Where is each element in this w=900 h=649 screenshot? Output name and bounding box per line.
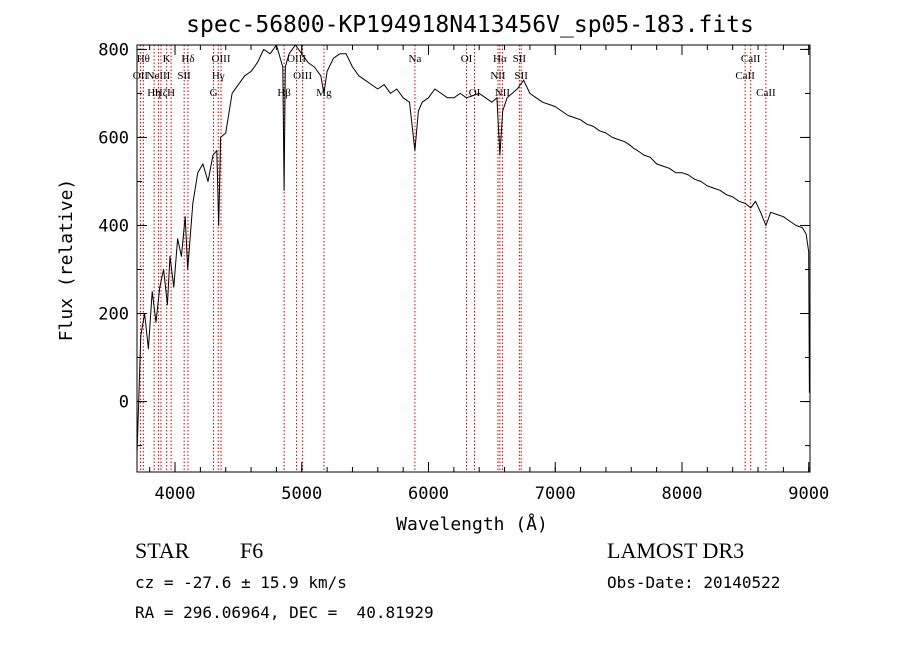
spectral-line-label: NeIII <box>147 70 171 82</box>
spectral-line-label: Hα <box>493 53 507 65</box>
spectral-line-label: SII <box>513 53 527 65</box>
spectral-line-label: Na <box>409 53 422 65</box>
y-tick-label: 400 <box>98 216 129 236</box>
x-tick-label: 4000 <box>155 484 196 504</box>
spectral-line-label: Hθ <box>137 53 150 65</box>
obs-date-text: Obs-Date: 20140522 <box>607 573 781 592</box>
spectral-line-label: OIII <box>293 70 312 82</box>
y-tick-label: 0 <box>119 393 129 413</box>
y-tick-label: 600 <box>98 128 129 148</box>
spectral-line-label: SII <box>514 70 528 82</box>
spectral-line-label: NII <box>490 70 506 82</box>
x-tick-label: 6000 <box>408 484 449 504</box>
y-tick-label: 800 <box>98 40 129 60</box>
spectral-line-label: CaII <box>756 87 776 99</box>
spectral-line-label: H <box>167 87 175 99</box>
spectral-line-label: Hζ <box>155 87 168 99</box>
spectral-line-label: Hγ <box>212 70 225 82</box>
survey-label: LAMOST DR3 <box>607 538 745 563</box>
y-tick-label: 200 <box>98 305 129 325</box>
redshift-text: cz = -27.6 ± 15.9 km/s <box>135 573 347 592</box>
plot-frame <box>136 44 811 473</box>
spectral-line-label: OIII <box>212 53 231 65</box>
x-tick-label: 9000 <box>788 484 829 504</box>
x-tick-label: 8000 <box>662 484 703 504</box>
spectral-line-label: CaII <box>741 53 761 65</box>
subclass-label: F6 <box>240 538 264 563</box>
spectral-line-label: CaII <box>735 70 755 82</box>
x-tick-label: 7000 <box>535 484 576 504</box>
spectral-line-label: Hβ <box>277 87 291 99</box>
coords-text: RA = 296.06964, DEC = 40.81929 <box>135 603 434 622</box>
spectral-line-label: SII <box>177 70 191 82</box>
y-axis-label: Flux (relative) <box>56 179 77 342</box>
chart-title: spec-56800-KP194918N413456V_sp05-183.fit… <box>186 12 754 38</box>
spectral-line-label: OI <box>469 87 481 99</box>
spectral-line-label: Hδ <box>181 53 194 65</box>
spectral-line-label: OI <box>461 53 473 65</box>
spectral-line-label: Hη <box>147 87 161 99</box>
spectrum-line <box>137 45 810 455</box>
x-tick-label: 5000 <box>281 484 322 504</box>
spectral-line-label: OIII <box>287 53 306 65</box>
object-class-label: STAR <box>135 538 190 563</box>
x-axis-label: Wavelength (Å) <box>396 513 548 535</box>
spectral-line-label: G <box>210 87 218 99</box>
spectral-line-label: K <box>163 53 171 65</box>
spectral-line-label: NII <box>495 87 511 99</box>
